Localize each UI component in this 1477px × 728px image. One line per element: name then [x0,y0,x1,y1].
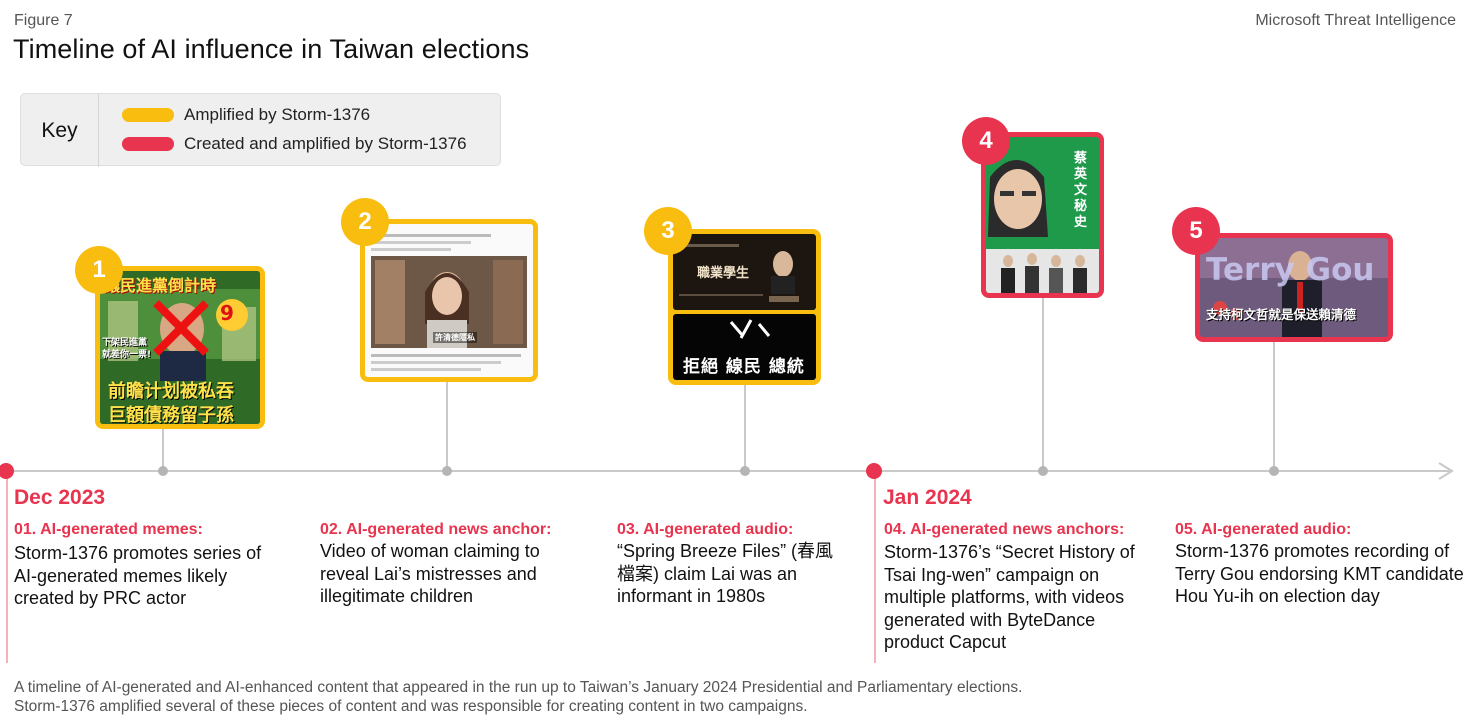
legend-item-created: Created and amplified by Storm-1376 [122,133,467,155]
connector-line [1042,297,1044,470]
event-tick [1038,466,1048,476]
meme-count-text: 9 [220,301,234,325]
event-tick [442,466,452,476]
legend-key-label: Key [21,94,99,167]
timeline-axis [6,470,1450,472]
event-2-title: 02. AI-generated news anchor: [320,521,552,538]
figure-caption: A timeline of AI-generated and AI-enhanc… [14,679,1022,716]
event-2-image: 許清德隱私 [360,219,538,382]
brand-label: Microsoft Threat Intelligence [1255,12,1456,29]
event-1-title: 01. AI-generated memes: [14,521,203,538]
event-4-title: 04. AI-generated news anchors: [884,521,1125,538]
audio-upper-text: 職業學生 [697,266,750,281]
event-2-badge: 2 [341,198,389,246]
caption-line-1: A timeline of AI-generated and AI-enhanc… [14,679,1023,696]
tsai-campaign-image [986,137,1099,293]
month-divider-jan [874,478,876,663]
meme-mid-text: 下架民進黨 就差你一票! [102,338,152,360]
event-1-image: 讓民進黨倒計時 9 下架民進黨 就差你一票! 前瞻计划被私吞 巨額債務留子孫 [95,266,265,429]
terry-subtitle-text: 支持柯文哲就是保送賴清德 [1206,307,1357,322]
figure-label: Figure 7 [14,12,73,29]
event-4-description: Storm-1376’s “Secret History of Tsai Ing… [884,542,1135,652]
event-tick [158,466,168,476]
event-3-description: “Spring Breeze Files” (春風檔案) claim Lai w… [617,541,834,606]
connector-line [446,381,448,470]
legend-key: Key Amplified by Storm-1376 Created and … [20,93,501,167]
terry-gou-image [1200,238,1388,337]
audio-lower-panel: 拒絕 線民 總統 [673,314,816,380]
audio-upper-panel: 職業學生 [673,234,816,310]
month-divider-dec [6,478,8,663]
month-label-jan: Jan 2024 [883,486,972,509]
legend-item-label: Created and amplified by Storm-1376 [184,134,467,153]
audio-lower-text: 拒絕 線民 總統 [683,357,805,377]
axis-arrow-icon [1438,462,1454,480]
page-title: Timeline of AI influence in Taiwan elect… [13,34,530,64]
event-5-title: 05. AI-generated audio: [1175,521,1352,538]
event-tick [740,466,750,476]
event-5-image: Terry Gou 支持柯文哲就是保送賴清德 [1195,233,1393,342]
event-1-badge: 1 [75,246,123,294]
event-4-image: 蔡英文 秘史 [981,132,1104,298]
legend-item-label: Amplified by Storm-1376 [184,105,371,124]
event-3-image: 職業學生 拒絕 線民 總統 [668,229,821,385]
month-label-dec: Dec 2023 [14,486,106,509]
event-1-description: Storm-1376 promotes series of AI-generat… [14,543,262,608]
month-marker-jan [866,463,882,479]
legend-swatch-red [122,137,174,151]
event-3-title: 03. AI-generated audio: [617,521,794,538]
legend-item-amplified: Amplified by Storm-1376 [122,104,370,126]
meme-line1-text: 前瞻计划被私吞 [108,381,234,402]
terry-banner-text: Terry Gou [1206,252,1375,288]
meme-top-text: 讓民進黨倒計時 [104,276,217,295]
event-tick [1269,466,1279,476]
anchor-subtitle-text: 許清德隱私 [433,332,477,343]
tsai-vertical-title: 蔡英文 秘史 [1074,151,1088,230]
month-marker-dec [0,463,14,479]
connector-line [162,428,164,470]
news-anchor-screenshot [365,224,533,377]
meme-line2-text: 巨額債務留子孫 [108,405,234,426]
connector-line [1273,341,1275,470]
event-2-description: Video of woman claiming to reveal Lai’s … [320,541,540,606]
event-5-description: Storm-1376 promotes recording of Terry G… [1175,541,1464,606]
caption-line-2: Storm-1376 amplified several of these pi… [14,697,808,715]
legend-swatch-amber [122,108,174,122]
meme-image [100,271,260,424]
event-3-badge: 3 [644,207,692,255]
event-5-badge: 5 [1172,207,1220,255]
event-4-badge: 4 [962,117,1010,165]
connector-line [744,384,746,470]
